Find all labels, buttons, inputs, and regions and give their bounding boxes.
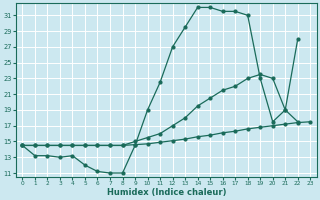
X-axis label: Humidex (Indice chaleur): Humidex (Indice chaleur) (107, 188, 226, 197)
